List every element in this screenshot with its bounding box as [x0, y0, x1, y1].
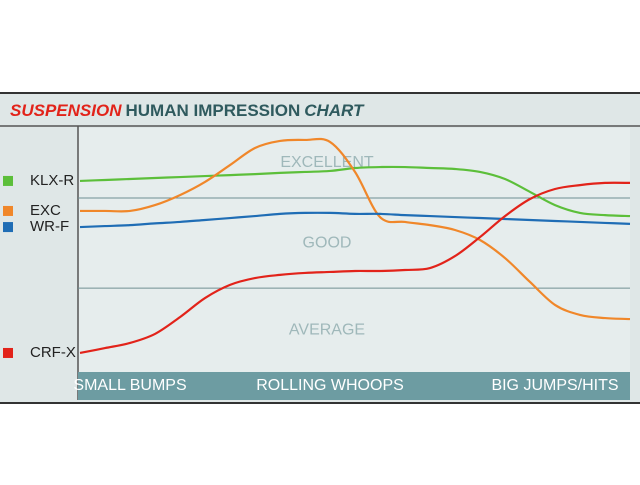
line	[79, 137, 631, 321]
chart-title: SUSPENSION HUMAN IMPRESSION CHART	[10, 101, 365, 120]
legend-label: KLX-R	[30, 172, 74, 189]
legend-label: WR-F	[30, 218, 69, 235]
legend-label: CRF-X	[30, 344, 76, 361]
title-part: HUMAN IMPRESSION	[125, 101, 300, 120]
zone-label: AVERAGE	[289, 321, 365, 338]
legend-swatch	[3, 205, 13, 216]
legend-swatch	[3, 347, 13, 358]
legend-label: EXC	[30, 202, 61, 219]
x-tick-label: ROLLING WHOOPS	[256, 377, 404, 394]
x-axis-bar	[78, 372, 630, 400]
line	[79, 211, 631, 229]
line	[79, 181, 631, 355]
legend-swatch	[3, 175, 13, 186]
x-tick-label: BIG JUMPS/HITS	[491, 377, 618, 394]
title-part: CHART	[304, 101, 365, 120]
legend-swatch	[3, 222, 13, 233]
title-part: SUSPENSION	[10, 101, 122, 120]
zone-label: GOOD	[303, 234, 352, 251]
x-tick-label: SMALL BUMPS	[73, 377, 186, 394]
